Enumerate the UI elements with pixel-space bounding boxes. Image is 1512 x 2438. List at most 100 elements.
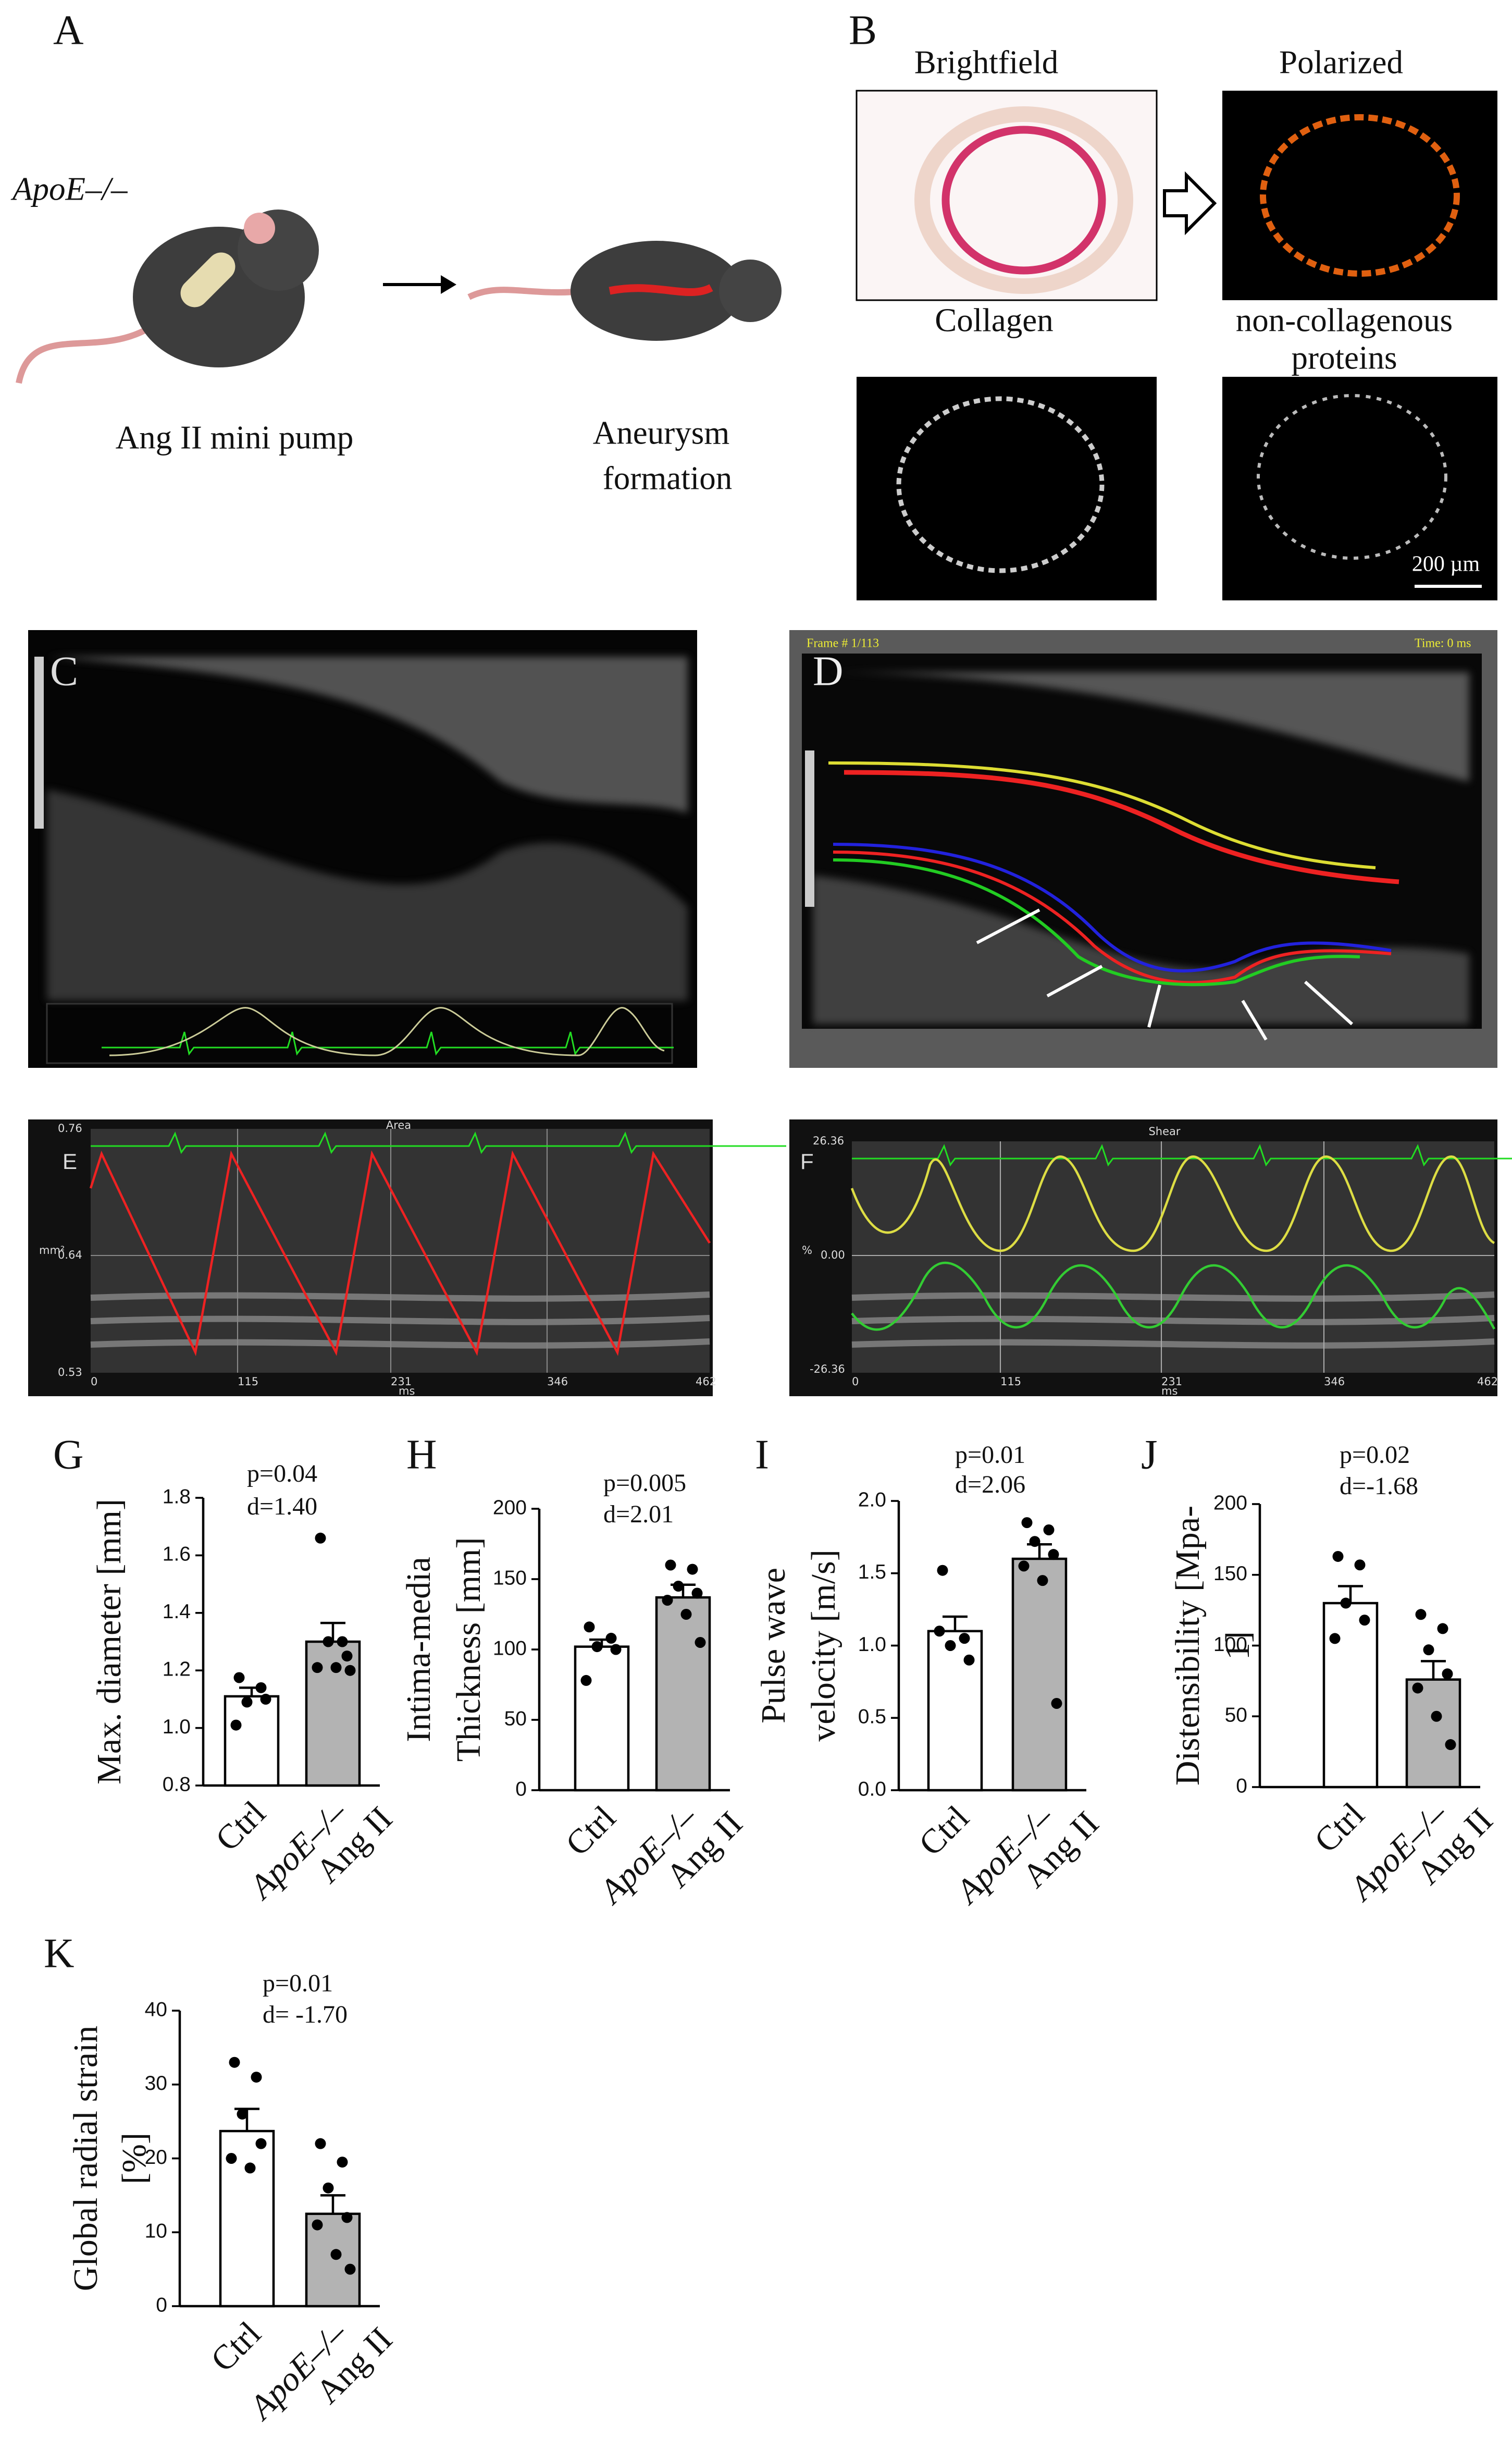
x-label: 462 bbox=[696, 1375, 716, 1388]
annotation: p=0.01 bbox=[263, 1969, 333, 1997]
y-tick-label: 200 bbox=[1213, 1492, 1247, 1514]
annotation: d=2.06 bbox=[955, 1471, 1025, 1498]
bar bbox=[224, 1695, 280, 1787]
data-point bbox=[1021, 1517, 1033, 1529]
panel-label: F bbox=[800, 1149, 814, 1174]
data-point bbox=[665, 1559, 676, 1571]
bar bbox=[1011, 1557, 1068, 1792]
image-title: proteins bbox=[1292, 339, 1397, 376]
y-tick-label: 200 bbox=[493, 1496, 527, 1519]
data-point bbox=[337, 1636, 348, 1647]
error-bar bbox=[1338, 1585, 1364, 1604]
data-point bbox=[1037, 1575, 1048, 1586]
image-title: non-collagenous bbox=[1236, 302, 1453, 338]
error-bar bbox=[320, 2194, 346, 2214]
y-tick-label: 1.4 bbox=[163, 1600, 191, 1623]
y-tick-label: 1.0 bbox=[163, 1716, 191, 1738]
y-axis-label: Intima-media bbox=[400, 1557, 438, 1742]
mouse-illustration bbox=[16, 210, 782, 384]
data-point bbox=[673, 1581, 684, 1592]
bar bbox=[1405, 1678, 1461, 1789]
data-point bbox=[323, 1636, 334, 1647]
y-tick-label: 100 bbox=[493, 1637, 527, 1659]
data-point bbox=[945, 1640, 956, 1652]
x-label: 115 bbox=[1000, 1375, 1021, 1388]
bar bbox=[655, 1596, 711, 1792]
data-point bbox=[584, 1621, 595, 1633]
y-axis-label: velocity [m/s] bbox=[804, 1549, 842, 1741]
y-label: 0.53 bbox=[58, 1366, 82, 1378]
panel-label: G bbox=[53, 1431, 83, 1478]
data-point bbox=[1354, 1559, 1366, 1571]
x-unit: ms bbox=[1161, 1385, 1178, 1397]
image-title: Polarized bbox=[1279, 44, 1403, 80]
data-point bbox=[230, 1719, 242, 1731]
data-point bbox=[1437, 1623, 1448, 1634]
image-title: Brightfield bbox=[914, 44, 1058, 80]
data-point bbox=[695, 1637, 706, 1648]
caption: formation bbox=[603, 460, 732, 496]
data-point bbox=[1359, 1615, 1370, 1626]
y-tick-label: 0 bbox=[156, 2294, 167, 2316]
x-tick-label: ApoE–/–Ang II bbox=[241, 1774, 400, 1933]
data-point bbox=[1423, 1644, 1434, 1656]
data-point bbox=[1018, 1560, 1030, 1572]
y-tick-label: 40 bbox=[145, 1998, 167, 2021]
y-label: 0.76 bbox=[58, 1122, 82, 1135]
annotation: d=-1.68 bbox=[1340, 1472, 1418, 1500]
y-axis-label: Max. diameter [mm] bbox=[90, 1499, 128, 1784]
y-axis-label: [%] bbox=[115, 2133, 153, 2184]
x-label: 462 bbox=[1477, 1375, 1498, 1388]
data-point bbox=[1415, 1609, 1427, 1620]
annotation: p=0.01 bbox=[955, 1441, 1025, 1469]
annotation: p=0.02 bbox=[1340, 1441, 1410, 1469]
trace-title: Shear bbox=[1148, 1125, 1180, 1138]
data-point bbox=[226, 2153, 237, 2164]
data-point bbox=[1431, 1710, 1442, 1722]
data-point bbox=[959, 1633, 970, 1644]
y-tick-label: 1.8 bbox=[163, 1485, 191, 1508]
y-tick-label: 20 bbox=[145, 2146, 167, 2169]
data-point bbox=[344, 1665, 356, 1676]
data-point bbox=[255, 1682, 267, 1693]
y-tick-label: 150 bbox=[493, 1567, 527, 1589]
genotype: ApoE–/– bbox=[10, 170, 128, 207]
panel-label: K bbox=[44, 1930, 75, 1977]
trace-image bbox=[28, 1119, 787, 1397]
x-label: 115 bbox=[238, 1375, 258, 1388]
scale-bar-label: 200 µm bbox=[1412, 552, 1480, 576]
data-point bbox=[963, 1654, 975, 1666]
x-tick-label: Ctrl bbox=[912, 1799, 976, 1863]
frame-label: Frame # 1/113 bbox=[807, 637, 879, 650]
caption: Aneurysm bbox=[593, 414, 729, 451]
y-label: -26.36 bbox=[810, 1363, 845, 1375]
data-point bbox=[344, 2263, 356, 2275]
x-label: 346 bbox=[547, 1375, 568, 1388]
annotation: p=0.04 bbox=[247, 1460, 317, 1487]
data-point bbox=[591, 1641, 603, 1653]
y-tick-label: 50 bbox=[1225, 1704, 1247, 1727]
panel-label: I bbox=[755, 1431, 769, 1478]
error-bar bbox=[1027, 1543, 1052, 1559]
error-bar bbox=[943, 1615, 968, 1631]
data-point bbox=[580, 1674, 592, 1686]
y-tick-label: 0.0 bbox=[858, 1778, 886, 1800]
error-bar bbox=[320, 1621, 346, 1642]
y-axis-label: 1] bbox=[1219, 1631, 1257, 1660]
panel-label: B bbox=[849, 7, 877, 54]
data-point bbox=[687, 1563, 698, 1575]
data-point bbox=[1332, 1550, 1344, 1562]
panel-label: A bbox=[53, 7, 83, 54]
annotation: d= -1.70 bbox=[263, 2001, 348, 2028]
time-label: Time: 0 ms bbox=[1415, 637, 1471, 650]
data-point bbox=[1412, 1682, 1423, 1694]
data-point bbox=[315, 2138, 326, 2149]
data-point bbox=[260, 1693, 271, 1705]
y-axis-label: Distensibility [Mpa- bbox=[1169, 1506, 1207, 1786]
data-point bbox=[680, 1609, 692, 1620]
y-axis-label: Thickness [mm] bbox=[450, 1537, 488, 1762]
y-label: 0.64 bbox=[58, 1249, 82, 1261]
data-point bbox=[312, 1662, 323, 1673]
x-label: 346 bbox=[1324, 1375, 1345, 1388]
